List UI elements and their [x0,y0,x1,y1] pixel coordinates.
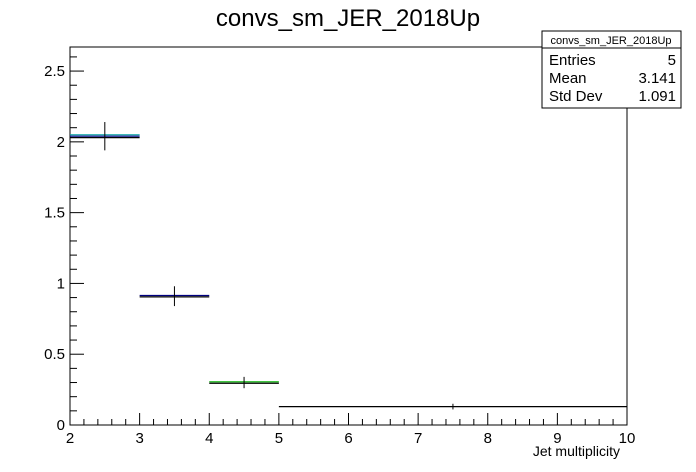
x-axis-label: Jet multiplicity [533,443,620,459]
y-tick-label: 2.5 [44,63,65,80]
stats-label: Mean [549,70,587,87]
stats-box-frame [541,30,682,109]
y-axis: 0 0.5 1 1.5 2 2.5 [44,56,84,434]
x-tick-label: 2 [66,430,74,447]
x-tick-label: 7 [414,430,422,447]
stats-value: 5 [668,52,676,69]
x-tick-label: 6 [344,430,352,447]
stats-box-title: convs_sm_JER_2018Up [550,35,671,47]
stats-value: 3.141 [638,70,676,87]
stats-label: Entries [549,52,596,69]
x-tick-label: 3 [135,430,143,447]
x-tick-label: 8 [484,430,492,447]
y-tick-label: 2 [57,134,65,151]
y-tick-label: 0 [57,417,65,434]
chart-title: convs_sm_JER_2018Up [216,5,480,32]
stats-rows: Entries 5 Mean 3.141 Std Dev 1.091 [549,52,676,105]
x-tick-label: 5 [275,430,283,447]
stats-box: convs_sm_JER_2018Up Entries 5 Mean 3.141 Std… [541,30,682,109]
x-axis: 2 3 4 5 6 7 8 9 10 [66,413,636,447]
y-tick-label: 1 [57,275,65,292]
x-tick-label: 10 [619,430,636,447]
x-tick-label: 4 [205,430,213,447]
x-tick-label: 9 [553,430,561,447]
histogram-bins [70,122,627,410]
y-tick-label: 1.5 [44,205,65,222]
stats-label: Std Dev [549,88,603,105]
stats-value: 1.091 [638,88,676,105]
y-tick-label: 0.5 [44,346,65,363]
